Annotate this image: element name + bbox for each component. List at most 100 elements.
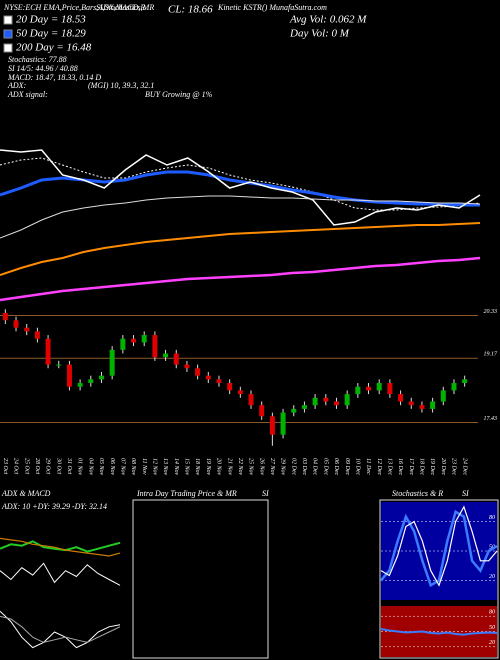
macd: MACD: 18.47, 18.33, 0.14 D	[7, 73, 101, 82]
x-tick-label: 06 Dec	[333, 458, 339, 475]
candle-body	[77, 383, 83, 387]
x-tick-label: 04 Dec	[312, 458, 319, 475]
panel-subtitle: ADX: 10 +DY: 39.29 -DY: 32.14	[1, 502, 107, 511]
candle-body	[216, 379, 222, 384]
candle-body	[141, 335, 147, 343]
avg-volume: Avg Vol: 0.062 M	[289, 14, 367, 26]
x-tick-label: 13 Nov	[162, 458, 168, 476]
x-tick-label: 08 Nov	[130, 458, 136, 476]
x-tick-label: 11 Nov	[141, 458, 147, 475]
candle-body	[408, 401, 414, 406]
candle-body	[323, 397, 329, 402]
x-tick-label: 03 Dec	[301, 458, 307, 475]
legend-swatch	[3, 43, 13, 53]
x-tick-label: 16 Dec	[397, 458, 403, 475]
intraday-box	[132, 499, 269, 659]
candle-body	[301, 405, 307, 409]
x-tick-label: 10 Dec	[354, 458, 360, 475]
x-tick-label: 20 Dec	[440, 458, 446, 475]
candle-body	[152, 335, 158, 358]
x-tick-label: 01 Nov	[77, 458, 83, 476]
legend-label: 200 Day = 16.48	[16, 42, 92, 54]
y-tick-label: 17.43	[484, 415, 498, 422]
x-tick-label: 24 Dec	[461, 458, 468, 475]
candle-body	[24, 327, 30, 332]
x-tick-label: 15 Nov	[184, 458, 190, 476]
candle-body	[387, 383, 393, 395]
x-tick-label: 12 Dec	[376, 458, 382, 475]
x-tick-label: 11 Dec	[365, 458, 371, 475]
candle-body	[291, 408, 297, 413]
x-tick-label: 22 Nov	[237, 458, 243, 476]
panel-title: Stochastics & R	[392, 489, 443, 498]
line	[380, 509, 498, 588]
candle-body	[34, 331, 40, 339]
legend-label: 50 Day = 18.29	[16, 28, 86, 40]
x-tick-label: 25 Nov	[248, 458, 254, 476]
line	[0, 195, 481, 239]
x-tick-label: 19 Dec	[429, 458, 435, 475]
x-tick-label: 19 Nov	[205, 458, 211, 476]
candle-body	[163, 353, 169, 358]
candle-body	[98, 375, 104, 380]
x-tick-label: 02 Dec	[290, 458, 296, 475]
x-tick-label: 09 Dec	[344, 458, 350, 475]
candle-body	[109, 349, 115, 376]
adx-signal-label: ADX signal:	[7, 90, 48, 99]
header-text: () MunafaSutra.com	[262, 3, 327, 12]
x-tick-label: 13 Dec	[387, 458, 393, 475]
x-tick-label: 23 Dec	[451, 458, 457, 475]
x-tick-label: 25 Oct	[23, 458, 29, 474]
candle-body	[355, 386, 361, 395]
panel-title: Intra Day Trading Price & MR	[136, 489, 237, 498]
candle-body	[2, 312, 8, 321]
candle-body	[333, 401, 339, 406]
x-tick-label: 26 Nov	[258, 458, 264, 476]
candle-body	[398, 394, 404, 402]
panel-title: ADX & MACD	[1, 489, 51, 498]
x-tick-label: 05 Nov	[98, 458, 104, 476]
x-tick-label: 07 Nov	[119, 458, 125, 476]
candle-body	[131, 338, 137, 343]
x-tick-label: 31 Oct	[66, 457, 72, 474]
candle-body	[269, 416, 275, 435]
adx-signal: BUY Growing @ 1%	[145, 90, 213, 99]
y-tick-label: 50	[489, 544, 495, 550]
candle-body	[237, 390, 243, 395]
line	[380, 505, 498, 587]
candle-body	[66, 364, 72, 387]
candle-body	[259, 405, 265, 417]
candle-body	[430, 401, 436, 409]
x-tick-label: 17 Dec	[408, 458, 414, 475]
candle-body	[280, 412, 286, 435]
x-tick-label: 05 Dec	[322, 458, 328, 475]
y-tick-label: 80	[489, 610, 495, 616]
legend-swatch	[3, 15, 13, 25]
candle-body	[205, 375, 211, 380]
candle-body	[88, 379, 94, 384]
adx-label: ADX:	[7, 81, 27, 90]
x-tick-label: 14 Nov	[173, 458, 180, 476]
candle-body	[451, 383, 457, 391]
candle-body	[376, 383, 382, 391]
legend-swatch	[3, 29, 13, 39]
adx-value: (MGI) 10, 39.3, 32.1	[88, 81, 154, 90]
close-price: CL: 18.66	[168, 4, 213, 16]
line	[0, 540, 121, 553]
legend-label: 20 Day = 18.53	[16, 14, 86, 26]
x-tick-label: 23 Oct	[2, 458, 8, 474]
candle-body	[366, 386, 372, 391]
x-tick-label: 18 Dec	[419, 458, 425, 475]
line	[0, 615, 121, 643]
line	[0, 222, 481, 276]
header-text: SI,Stochastics,MR	[96, 3, 154, 12]
x-tick-label: 27 Nov	[269, 458, 275, 476]
y-tick-label: 20.33	[484, 309, 498, 315]
candle-body	[56, 364, 62, 366]
x-tick-label: 18 Nov	[194, 458, 200, 476]
stochastics-box	[379, 499, 499, 659]
line	[0, 610, 121, 649]
x-tick-label: 04 Nov	[87, 458, 94, 476]
